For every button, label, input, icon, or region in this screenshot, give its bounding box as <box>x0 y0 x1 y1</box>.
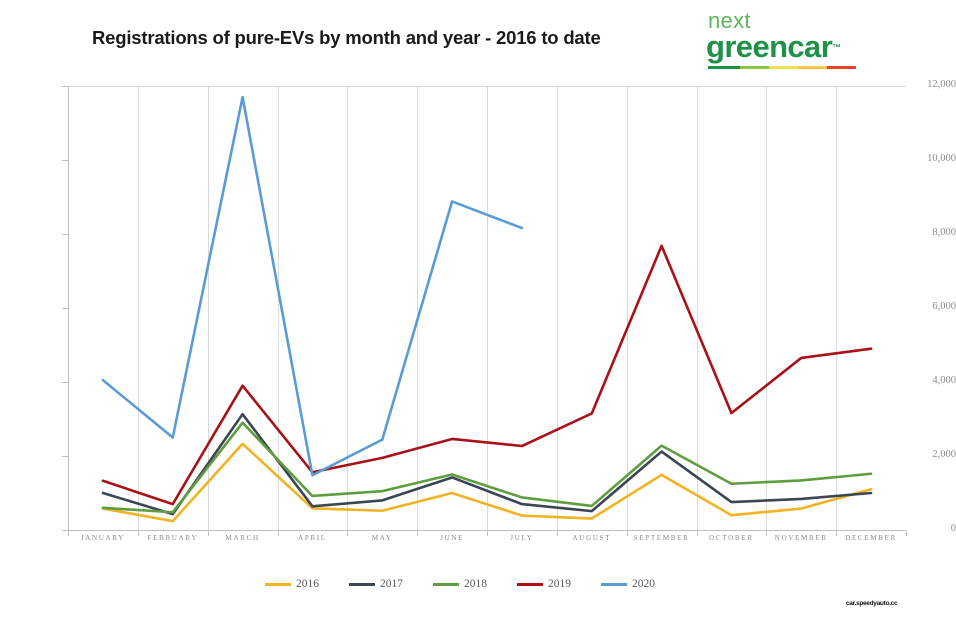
legend-swatch-2019 <box>517 582 543 586</box>
x-axis-tick-label: FEBRUARY <box>147 534 199 542</box>
x-axis-tick-mark <box>766 531 768 536</box>
logo-underline-segment <box>708 66 740 69</box>
y-axis-tick-mark <box>62 382 68 383</box>
x-axis-tick-label: NOVEMBER <box>774 534 828 542</box>
y-axis-tick-mark <box>62 456 68 457</box>
y-axis-tick-mark <box>62 86 68 87</box>
y-axis-tick-label: 6,000 <box>932 301 956 312</box>
logo-greencar-text: greencar <box>706 29 833 64</box>
y-axis-tick-label: 4,000 <box>932 375 956 386</box>
legend-item-2017[interactable]: 2017 <box>349 578 403 590</box>
x-axis-tick-mark <box>487 531 488 536</box>
x-axis-tick-mark <box>347 531 349 536</box>
x-axis-tick-mark <box>906 531 907 536</box>
vertical-gridline <box>626 86 628 530</box>
x-axis-tick-mark <box>556 531 558 536</box>
x-axis-tick-label: JANUARY <box>80 534 126 542</box>
x-axis-tick-mark <box>207 531 209 536</box>
x-axis-tick-mark <box>836 531 838 536</box>
y-axis-tick-mark <box>62 308 68 309</box>
vertical-gridline <box>137 86 139 530</box>
legend-swatch-2016 <box>265 582 291 586</box>
vertical-gridline <box>836 86 838 530</box>
y-axis-tick-label: 12,000 <box>927 79 956 90</box>
chart-series-layer <box>101 95 873 523</box>
y-axis-tick-label: 8,000 <box>932 227 956 238</box>
legend-label: 2019 <box>548 578 571 590</box>
legend-item-2020[interactable]: 2020 <box>601 578 655 590</box>
y-axis-tick-label: 0 <box>950 523 956 534</box>
series-line-2019 <box>101 244 873 506</box>
x-axis-tick-mark <box>137 531 139 536</box>
x-axis-tick-label: AUGUST <box>572 534 612 542</box>
logo-underline-segment <box>826 66 856 69</box>
next-greencar-logo: next greencar™ <box>706 8 878 69</box>
vertical-gridline <box>766 86 768 530</box>
logo-underline-segment <box>797 66 827 69</box>
vertical-gridline <box>556 86 558 530</box>
vertical-gridline <box>417 86 419 530</box>
vertical-gridline <box>207 86 209 530</box>
legend-label: 2020 <box>632 578 655 590</box>
logo-next-text: next <box>708 8 751 33</box>
vertical-gridline <box>277 86 279 530</box>
x-axis-tick-label: DECEMBER <box>845 534 898 542</box>
x-axis-tick-mark <box>696 531 698 536</box>
legend-swatch-2020 <box>601 582 627 586</box>
x-axis-line <box>68 530 906 531</box>
x-axis-tick-mark <box>68 531 69 536</box>
page-title: Registrations of pure-EVs by month and y… <box>92 27 601 48</box>
y-axis-tick-mark <box>62 530 68 531</box>
legend-swatch-2017 <box>349 582 375 586</box>
x-axis-tick-label: MAY <box>371 534 393 542</box>
chart-legend: 2016 2017 2018 2019 2020 <box>265 574 685 594</box>
series-line-2020 <box>101 95 524 477</box>
y-axis-tick-label: 2,000 <box>932 449 956 460</box>
vertical-gridline <box>487 86 488 530</box>
y-axis-line <box>68 86 69 531</box>
legend-label: 2018 <box>464 578 487 590</box>
x-axis-tick-label: MARCH <box>225 534 260 542</box>
series-line-2016 <box>101 442 873 523</box>
legend-item-2018[interactable]: 2018 <box>433 578 487 590</box>
vertical-gridline <box>696 86 698 530</box>
y-axis-tick-label: 10,000 <box>927 153 956 164</box>
x-axis-tick-label: SEPTEMBER <box>633 534 690 542</box>
series-line-2017 <box>101 412 873 516</box>
legend-item-2016[interactable]: 2016 <box>265 578 319 590</box>
logo-trademark: ™ <box>832 42 842 53</box>
x-axis-tick-label: APRIL <box>298 534 327 542</box>
vertical-gridline <box>347 86 349 530</box>
x-axis-tick-label: JULY <box>510 534 534 542</box>
legend-swatch-2018 <box>433 582 459 586</box>
y-axis-tick-mark <box>62 160 68 161</box>
logo-underline-bar <box>708 66 856 69</box>
x-axis-tick-mark <box>626 531 628 536</box>
logo-underline-segment <box>739 66 769 69</box>
logo-underline-segment <box>768 66 798 69</box>
x-axis-tick-label: JUNE <box>440 534 465 542</box>
legend-label: 2017 <box>380 578 403 590</box>
legend-item-2019[interactable]: 2019 <box>517 578 571 590</box>
y-axis-tick-mark <box>62 234 68 235</box>
watermark-text: car.speedyauto.cc <box>846 600 898 607</box>
legend-label: 2016 <box>296 578 319 590</box>
x-axis-tick-mark <box>417 531 419 536</box>
x-axis-tick-label: OCTOBER <box>709 534 754 542</box>
series-line-2018 <box>101 421 873 514</box>
plot-area <box>68 86 906 530</box>
x-axis-tick-mark <box>277 531 279 536</box>
